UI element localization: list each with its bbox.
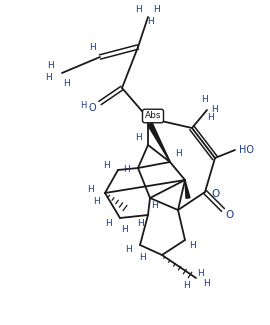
Text: HO: HO	[239, 145, 255, 155]
Text: Abs: Abs	[145, 111, 161, 121]
Text: H: H	[190, 240, 196, 250]
Text: H: H	[153, 5, 159, 14]
Text: O: O	[211, 189, 219, 199]
Text: H: H	[137, 218, 143, 227]
Text: H: H	[88, 186, 94, 194]
Text: H: H	[202, 279, 209, 288]
Text: H: H	[198, 268, 204, 278]
Text: H: H	[105, 218, 112, 227]
Text: H: H	[135, 133, 141, 141]
Text: H: H	[122, 226, 128, 235]
Text: H: H	[63, 79, 69, 87]
Text: H: H	[175, 150, 181, 159]
Polygon shape	[148, 123, 170, 162]
Text: H: H	[135, 5, 141, 14]
Text: H: H	[47, 60, 53, 70]
Text: O: O	[88, 103, 96, 113]
Text: H: H	[207, 113, 213, 123]
Text: H: H	[94, 197, 100, 205]
Text: H: H	[123, 165, 129, 175]
Text: H: H	[125, 245, 131, 254]
Text: H: H	[89, 44, 95, 53]
Text: H: H	[183, 281, 189, 291]
Text: H: H	[147, 18, 153, 27]
Text: H: H	[152, 202, 158, 211]
Text: H: H	[103, 161, 109, 170]
Polygon shape	[185, 180, 190, 198]
Text: H: H	[140, 253, 146, 262]
Text: H: H	[80, 100, 86, 110]
Text: H: H	[201, 96, 207, 105]
Text: H: H	[45, 73, 51, 83]
Text: H: H	[211, 106, 217, 114]
Text: O: O	[226, 210, 234, 220]
